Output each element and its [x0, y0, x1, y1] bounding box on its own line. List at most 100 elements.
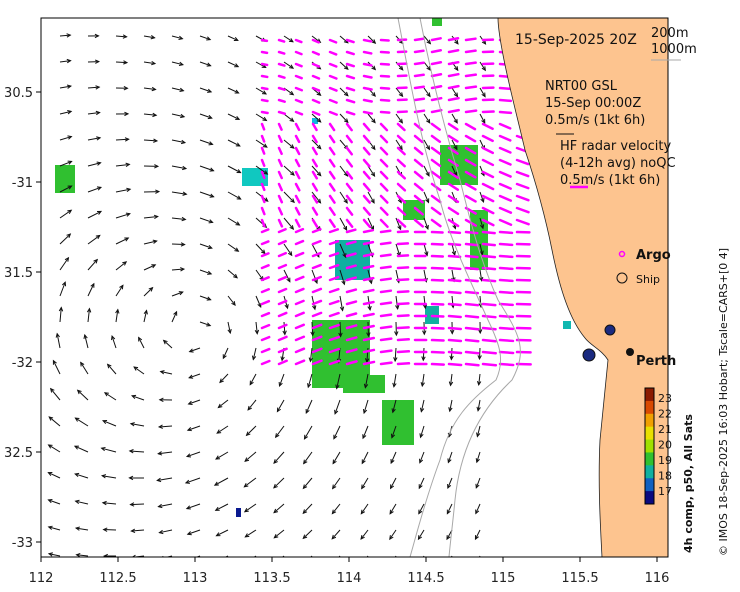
model-vector-head: [154, 164, 160, 169]
model-vector-line: [451, 243, 456, 256]
hf-vector: [379, 301, 393, 306]
hf-vector: [311, 218, 319, 228]
model-vector-line: [115, 309, 119, 323]
model-vector-head: [207, 244, 213, 250]
hf-vector: [294, 299, 305, 306]
model-vector-head: [119, 284, 124, 290]
model-vector-line: [367, 217, 374, 230]
model-vector-head: [308, 357, 313, 363]
model-vector-line: [422, 347, 425, 361]
model-vector-head: [97, 210, 103, 215]
hf-vector: [413, 158, 424, 168]
model-vector-line: [199, 139, 213, 145]
model-vector-head: [371, 92, 376, 97]
hf-vector: [481, 134, 494, 143]
hf-vector: [498, 278, 514, 283]
city-label-perth: Perth: [636, 354, 676, 369]
hf-vector: [430, 350, 445, 354]
hf-vector: [345, 228, 357, 234]
hf-vector: [464, 73, 478, 78]
hf-vector: [430, 37, 442, 42]
model-vector-head: [331, 534, 337, 540]
hf-vector: [328, 335, 341, 342]
model-vector-line: [479, 87, 486, 97]
hf-vector: [294, 74, 303, 80]
model-vector-line: [273, 529, 285, 539]
hf-vector: [396, 314, 410, 318]
hf-vector: [345, 324, 358, 330]
model-vector-head: [128, 449, 134, 454]
colorbar-swatch: [645, 388, 654, 402]
hf-vector: [464, 109, 478, 114]
model-vector-head: [184, 479, 190, 484]
hf-vector: [464, 326, 480, 331]
model-vector-head: [393, 357, 398, 363]
hf-vector: [277, 311, 288, 318]
x-tick-label: 112: [29, 571, 54, 586]
hf-vector: [447, 206, 460, 216]
model-vector-line: [418, 477, 425, 489]
model-vector-line: [247, 399, 257, 411]
model-current-vectors: [47, 33, 487, 557]
model-vector-line: [283, 269, 291, 282]
argo-marker-icon: [618, 250, 626, 258]
model-vector-line: [477, 399, 481, 411]
model-vector-head: [371, 39, 377, 44]
ship-track-icon: [582, 348, 596, 362]
model-vector-head: [366, 332, 371, 338]
hf-vector: [498, 98, 513, 103]
model-vector-line: [423, 139, 430, 150]
hf-vector: [447, 36, 460, 42]
model-vector-head: [156, 477, 162, 483]
model-vector-head: [215, 532, 221, 537]
model-vector-line: [188, 399, 201, 405]
y-tick-label: 30.5: [4, 86, 33, 101]
hf-vector: [464, 158, 477, 167]
hf-vector: [481, 350, 497, 355]
map-title: 15-Sep-2025 20Z: [515, 32, 637, 48]
hf-vector: [362, 182, 371, 192]
model-vector-line: [87, 308, 90, 323]
model-vector-head: [151, 86, 157, 92]
model-vector-head: [454, 66, 459, 72]
model-vector-head: [66, 58, 72, 64]
model-vector-head: [215, 455, 221, 460]
model-vector-head: [273, 459, 278, 464]
model-vector-line: [363, 399, 369, 414]
model-vector-head: [90, 282, 95, 288]
model-vector-line: [87, 259, 98, 271]
model-vector-head: [207, 270, 213, 275]
hf-vector: [413, 122, 424, 132]
hf-vector: [328, 240, 340, 246]
hf-vector: [311, 122, 318, 132]
hf-vector: [311, 158, 318, 168]
model-vector-line: [215, 503, 229, 511]
nrt-line3: 0.5m/s (1kt 6h): [545, 113, 645, 128]
hf-vector: [447, 362, 463, 367]
model-vector-head: [448, 407, 453, 413]
hf-vector: [379, 74, 391, 78]
model-vector-head: [235, 115, 241, 120]
hf-vector: [294, 227, 305, 234]
y-tick-label: -31: [12, 176, 33, 191]
model-vector-head: [479, 250, 484, 256]
model-vector-head: [76, 389, 82, 395]
x-tick-label: 114: [337, 571, 362, 586]
hf-vector: [277, 275, 288, 282]
model-vector-line: [216, 425, 229, 434]
model-vector-head: [67, 135, 73, 140]
model-vector-line: [339, 295, 344, 311]
model-vector-head: [453, 92, 459, 98]
model-vector-head: [66, 84, 73, 89]
model-vector-line: [423, 243, 428, 256]
hf-vector: [413, 182, 424, 192]
hf-vector: [362, 348, 376, 354]
model-vector-head: [214, 506, 220, 511]
model-vector-head: [290, 171, 295, 176]
hf-vector: [447, 218, 460, 228]
hf-vector: [311, 359, 323, 366]
model-vector-head: [316, 144, 322, 150]
model-vector-line: [115, 237, 129, 245]
x-tick-label: 115: [491, 571, 516, 586]
